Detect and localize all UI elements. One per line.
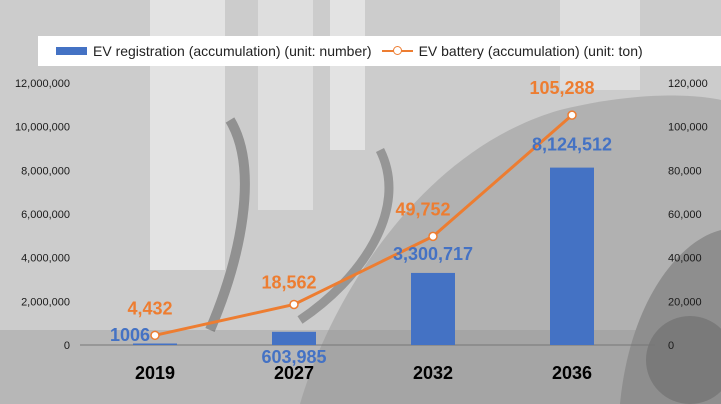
y-right-tick-label: 60,000 <box>668 209 702 221</box>
bar-ev-registration <box>272 331 316 345</box>
y-right-tick-label: 120,000 <box>668 78 708 90</box>
legend-item-ev-battery: EV battery (accumulation) (unit: ton) <box>381 43 643 59</box>
data-label-ev-registration: 3,300,717 <box>393 244 473 264</box>
data-label-ev-battery: 49,752 <box>395 199 450 219</box>
point-ev-battery <box>150 330 160 341</box>
bar-ev-registration <box>411 272 455 345</box>
point-ev-battery <box>289 299 299 310</box>
y-left-tick-label: 12,000,000 <box>15 78 70 90</box>
x-category-label: 2032 <box>413 363 453 383</box>
y-left-tick-label: 0 <box>64 340 70 352</box>
bar-ev-registration <box>133 343 177 345</box>
legend-bar-swatch <box>56 47 87 55</box>
x-category-label: 2019 <box>135 363 175 383</box>
legend-label-ev-registration: EV registration (accumulation) (unit: nu… <box>93 43 372 59</box>
y-right-tick-label: 80,000 <box>668 165 702 177</box>
line-ev-battery <box>154 113 573 337</box>
bar-ev-registration <box>550 167 594 345</box>
y-left-tick-label: 8,000,000 <box>21 165 70 177</box>
point-ev-battery <box>567 110 577 120</box>
y-right-tick-label: 100,000 <box>668 122 708 134</box>
x-category-label: 2027 <box>274 363 314 383</box>
data-label-ev-battery: 18,562 <box>261 272 316 292</box>
point-ev-battery <box>428 231 438 242</box>
chart-legend: EV registration (accumulation) (unit: nu… <box>38 36 721 66</box>
y-left-tick-label: 6,000,000 <box>21 209 70 221</box>
y-right-tick-label: 0 <box>668 340 674 352</box>
legend-label-ev-battery: EV battery (accumulation) (unit: ton) <box>418 43 643 59</box>
data-label-ev-battery: 105,288 <box>529 78 594 98</box>
y-right-tick-label: 40,000 <box>668 253 702 265</box>
y-right-tick-label: 20,000 <box>668 296 702 308</box>
legend-item-ev-registration: EV registration (accumulation) (unit: nu… <box>56 43 372 59</box>
legend-line-swatch <box>381 46 413 55</box>
y-left-tick-label: 10,000,000 <box>15 122 70 134</box>
data-label-ev-battery: 4,432 <box>127 298 172 318</box>
y-left-tick-label: 2,000,000 <box>21 296 70 308</box>
x-category-label: 2036 <box>552 363 592 383</box>
data-label-ev-registration: 8,124,512 <box>532 135 612 155</box>
y-left-tick-label: 4,000,000 <box>21 253 70 265</box>
data-label-ev-registration: 603,985 <box>261 347 326 367</box>
data-label-ev-registration: 1006 <box>110 325 150 345</box>
